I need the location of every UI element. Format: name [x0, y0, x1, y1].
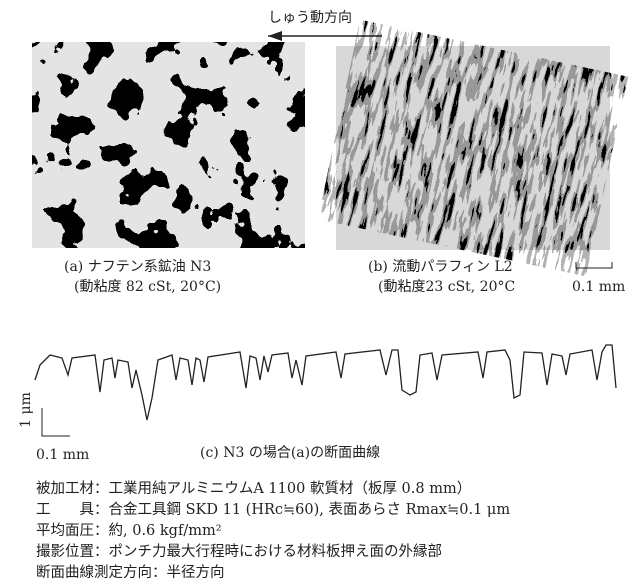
- note: 被加工材：工業用純アルミニウムA 1100 軟質材（板厚 0.8 mm）: [36, 479, 471, 497]
- figure: しゅう動方向 (a) ナフテン系鉱油 N3 (動粘度 82 cSt, 20°C)…: [0, 0, 642, 585]
- micrograph-a: [32, 42, 305, 248]
- profile-curve: [35, 345, 616, 420]
- note: 撮影位置：ポンチ力最大行程時における材料板押え面の外縁部: [36, 542, 442, 560]
- condition-a: (動粘度 82 cSt, 20°C): [74, 279, 221, 295]
- caption-a: (a) ナフテン系鉱油 N3: [64, 258, 211, 275]
- profile-scale: [42, 408, 70, 436]
- note: 平均面圧：約, 0.6 kgf/mm²: [36, 522, 222, 539]
- caption-c: (c) N3 の場合(a)の断面曲線: [200, 445, 380, 461]
- note: 断面曲線測定方向：半径方向: [36, 564, 225, 581]
- arrow-head: [268, 31, 282, 41]
- direction-label: しゅう動方向: [268, 10, 352, 26]
- vertical-scale: 1 μm: [18, 392, 34, 428]
- caption-b: (b) 流動パラフィン L2: [368, 259, 513, 275]
- condition-b: (動粘度23 cSt, 20°C: [378, 279, 515, 295]
- micrograph-b: [299, 1, 642, 295]
- horizontal-scale: 0.1 mm: [36, 447, 89, 463]
- note: 工 具：合金工具鋼 SKD 11 (HRc≒60), 表面あらさ Rmax≒0.…: [36, 501, 510, 518]
- scale-label: 0.1 mm: [572, 279, 625, 295]
